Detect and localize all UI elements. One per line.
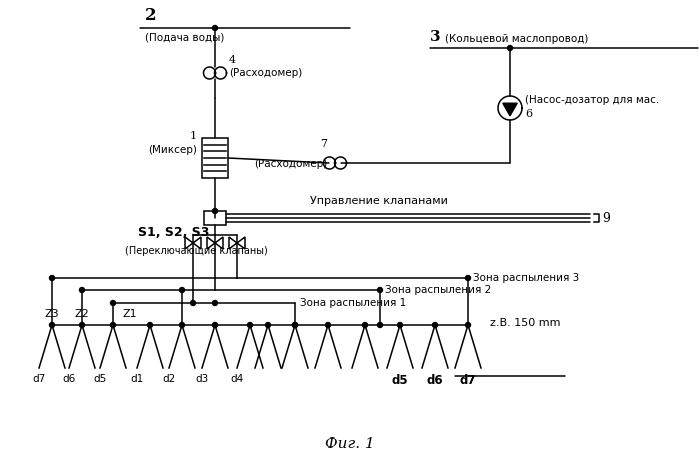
Bar [204,211,226,225]
Circle shape [111,322,116,328]
Text: d6: d6 [62,374,76,384]
Circle shape [50,322,55,328]
Text: Зона распыления 3: Зона распыления 3 [473,273,580,283]
Text: S1, S2, S3: S1, S2, S3 [138,226,209,239]
Circle shape [293,322,297,328]
Text: d6: d6 [427,374,443,387]
Circle shape [377,322,382,328]
Text: 7: 7 [320,139,327,149]
Circle shape [265,322,270,328]
Text: d7: d7 [32,374,46,384]
Text: 2: 2 [145,7,157,24]
Text: (Миксер): (Миксер) [148,145,197,155]
Text: (Расходомер): (Расходомер) [229,68,302,78]
Circle shape [377,287,382,292]
Text: Зона распыления 2: Зона распыления 2 [385,285,491,295]
Circle shape [508,45,512,50]
Text: 3: 3 [430,30,440,44]
Polygon shape [503,103,517,116]
Text: 1: 1 [190,131,197,141]
Text: Фиг. 1: Фиг. 1 [325,437,375,451]
Text: Зона распыления 1: Зона распыления 1 [300,298,406,308]
Circle shape [326,322,330,328]
Circle shape [248,322,253,328]
Circle shape [293,322,297,328]
Text: d7: d7 [460,374,476,387]
Text: (Насос-дозатор для мас.: (Насос-дозатор для мас. [525,95,659,105]
Circle shape [80,322,85,328]
Text: Z2: Z2 [75,309,90,319]
Circle shape [398,322,402,328]
Text: d2: d2 [162,374,176,384]
Circle shape [466,275,470,280]
Text: d1: d1 [130,374,143,384]
Circle shape [190,300,195,305]
Text: (Кольцевой маслопровод): (Кольцевой маслопровод) [445,34,589,44]
Text: 6: 6 [525,109,532,119]
Text: 9: 9 [602,212,610,225]
Text: d5: d5 [392,374,408,387]
Text: d4: d4 [230,374,244,384]
Text: d5: d5 [93,374,106,384]
Text: 4: 4 [229,55,236,65]
Text: (Расходомер): (Расходомер) [253,159,327,169]
Text: (Переключающие клапаны): (Переключающие клапаны) [125,246,267,256]
Text: Управление клапанами: Управление клапанами [310,196,448,206]
Circle shape [213,322,218,328]
Text: d3: d3 [195,374,209,384]
Bar [202,138,228,178]
Text: z.B. 150 mm: z.B. 150 mm [490,318,561,328]
Circle shape [213,208,218,213]
Circle shape [111,300,116,305]
Circle shape [213,300,218,305]
Text: Z3: Z3 [45,309,60,319]
Circle shape [466,322,470,328]
Circle shape [50,275,55,280]
Circle shape [179,322,185,328]
Circle shape [80,287,85,292]
Circle shape [363,322,368,328]
Circle shape [433,322,438,328]
Circle shape [213,25,218,30]
Text: Z1: Z1 [122,309,137,319]
Circle shape [179,287,185,292]
Text: (Подача воды): (Подача воды) [145,32,225,42]
Circle shape [148,322,153,328]
